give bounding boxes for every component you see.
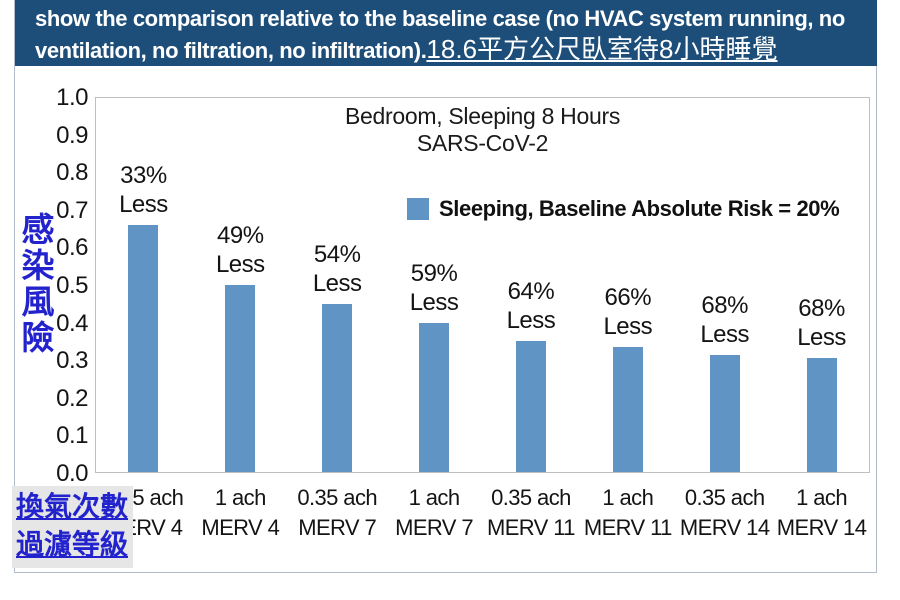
- x-axis-category-label: 0.35 ach MERV 7: [288, 483, 386, 543]
- category-merv-label: MERV 11: [486, 515, 576, 540]
- x-axis-category-label: 0.35 ach MERV 14: [676, 483, 774, 543]
- x-axis-category-label: 0.35 ach MERV 11: [482, 483, 580, 543]
- chart-title-line-1: Bedroom, Sleeping 8 Hours: [344, 103, 621, 129]
- bar-pct-label: 33%: [120, 162, 167, 189]
- category-ach-label: 1 ach: [214, 485, 266, 510]
- chart-legend: Sleeping, Baseline Absolute Risk = 20%: [407, 196, 840, 222]
- banner-line-2-english: ventilation, no filtration, no infiltrat…: [35, 38, 427, 63]
- bar: [515, 341, 546, 472]
- bar-value-label: 66% Less: [578, 283, 678, 341]
- bar: [128, 225, 159, 472]
- bar: [612, 347, 643, 472]
- x-axis-category-label: 1 ach MERV 7: [385, 483, 483, 543]
- x-axis-category-label: 1 ach MERV 4: [191, 483, 289, 543]
- bar: [225, 285, 256, 472]
- y-axis-tick-label: 0.1: [56, 422, 88, 450]
- category-ach-label: 0.35 ach: [684, 485, 765, 510]
- chart-plot-area: [95, 97, 870, 473]
- y-axis-tick-label: 0.4: [56, 309, 88, 337]
- bar-value-label: 68% Less: [772, 294, 872, 352]
- y-axis-tick-label: 0.3: [56, 347, 88, 375]
- y-axis-tick-label: 0.2: [56, 384, 88, 412]
- legend-swatch-icon: [407, 198, 429, 220]
- y-axis-tick-label: 1.0: [56, 84, 88, 111]
- category-ach-label: 1 ach: [602, 485, 654, 510]
- banner-line-1: show the comparison relative to the base…: [35, 6, 845, 31]
- bar-value-label: 64% Less: [481, 277, 581, 335]
- y-axis-tick-label: 0.0: [56, 460, 88, 487]
- y-axis-tick-label: 0.7: [56, 196, 88, 224]
- chart-title-line-2: SARS-CoV-2: [416, 130, 549, 156]
- category-ach-label: 1 ach: [796, 485, 847, 510]
- y-axis-tick-label: 0.8: [56, 159, 88, 187]
- bar-less-label: Less: [312, 270, 362, 297]
- y-axis-tick-label: 0.6: [56, 234, 88, 262]
- y-axis-chinese-label: 感染風險: [17, 212, 54, 356]
- bar-less-label: Less: [700, 321, 750, 348]
- x-axis-chinese-label-box: 換氣次數 過濾等級: [12, 486, 134, 568]
- bar: [806, 358, 837, 472]
- banner-line-2: ventilation, no filtration, no infiltrat…: [35, 34, 877, 66]
- bar-less-label: Less: [409, 289, 459, 316]
- category-merv-label: MERV 7: [298, 515, 377, 540]
- bar-less-label: Less: [506, 307, 556, 334]
- category-merv-label: MERV 4: [201, 515, 280, 540]
- bar-pct-label: 54%: [313, 241, 361, 268]
- y-axis-tick-label: 0.5: [56, 272, 88, 299]
- chart-title: Bedroom, Sleeping 8 Hours SARS-CoV-2: [95, 103, 870, 157]
- bar: [709, 355, 740, 472]
- bar-pct-label: 66%: [604, 284, 652, 311]
- x-axis-category-label: 1 ach MERV 14: [773, 483, 871, 543]
- x-axis-chinese-label-line-2: 過濾等級: [16, 529, 129, 560]
- bar-value-label: 68% Less: [675, 291, 775, 349]
- bar-pct-label: 49%: [217, 222, 264, 249]
- x-axis-chinese-label-line-1: 換氣次數: [16, 491, 129, 522]
- bar-pct-label: 68%: [701, 292, 748, 319]
- y-axis-tick-label: 0.9: [56, 121, 88, 149]
- bar-pct-label: 64%: [507, 278, 555, 305]
- banner-line-2-chinese-underlined: 18.6平方公尺臥室待8小時睡覺: [426, 34, 778, 64]
- category-merv-label: MERV 14: [776, 515, 867, 540]
- category-merv-label: MERV 14: [679, 515, 770, 540]
- bar-value-label: 33% Less: [93, 161, 193, 219]
- bar-value-label: 54% Less: [287, 240, 387, 298]
- bar-value-label: 49% Less: [190, 221, 290, 279]
- x-axis-category-label: 1 ach MERV 11: [579, 483, 677, 543]
- bar-pct-label: 68%: [798, 295, 845, 322]
- bar-less-label: Less: [119, 191, 168, 218]
- bar-less-label: Less: [215, 251, 265, 278]
- category-ach-label: 0.35 ach: [491, 485, 571, 510]
- category-ach-label: 0.35 ach: [297, 485, 377, 510]
- category-ach-label: 1 ach: [408, 485, 460, 510]
- bar-value-label: 59% Less: [384, 259, 484, 317]
- category-merv-label: MERV 11: [583, 515, 673, 540]
- bar-less-label: Less: [603, 313, 653, 340]
- bar: [419, 323, 450, 472]
- legend-label: Sleeping, Baseline Absolute Risk = 20%: [439, 196, 840, 221]
- bar-pct-label: 59%: [410, 260, 458, 287]
- category-merv-label: MERV 7: [395, 515, 474, 540]
- top-banner: show the comparison relative to the base…: [15, 0, 877, 66]
- bar: [322, 304, 353, 472]
- bar-less-label: Less: [797, 324, 846, 351]
